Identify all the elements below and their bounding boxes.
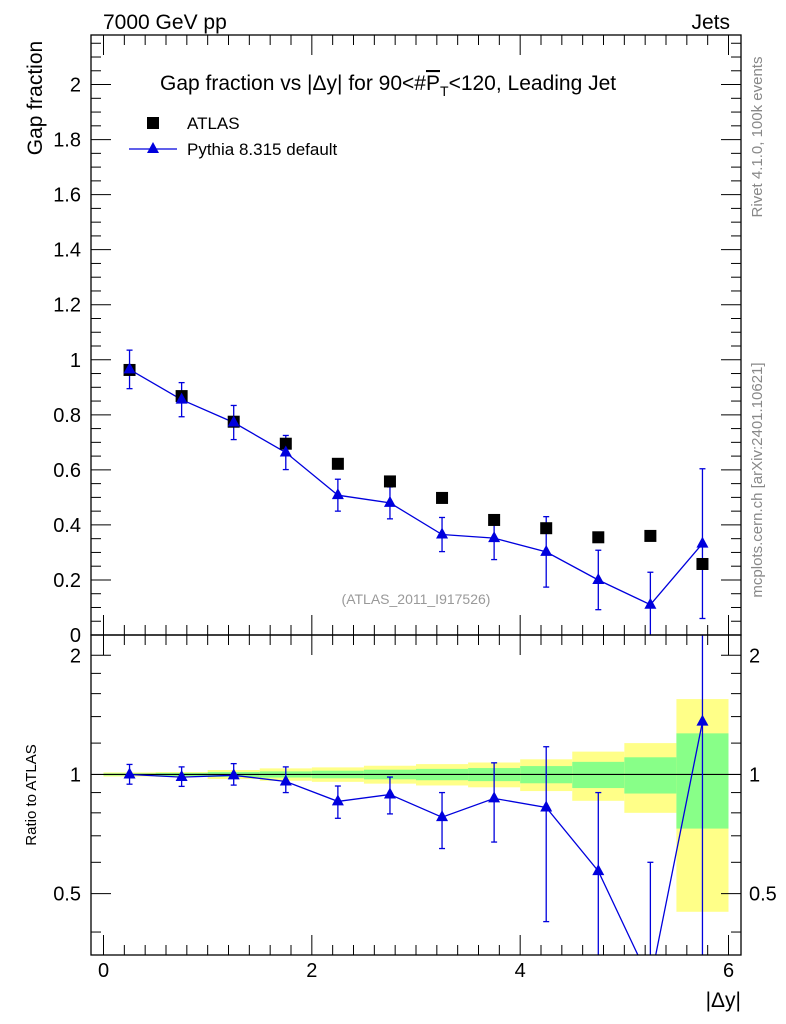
x-tick-label: 6 bbox=[723, 960, 734, 982]
atlas-point bbox=[383, 475, 396, 488]
main-ytick-labels: 0 0.2 0.4 0.6 0.8 1 1.2 1.4 1.6 1.8 2 bbox=[53, 75, 81, 647]
main-ytick-label: 1.2 bbox=[53, 295, 81, 317]
ratio-point bbox=[436, 810, 449, 822]
x-axis-label: |Δy| bbox=[706, 989, 741, 1012]
ratio-point bbox=[331, 794, 344, 806]
legend-atlas-label: ATLAS bbox=[187, 114, 240, 133]
ratio-band-inner bbox=[624, 757, 677, 794]
legend-atlas-marker bbox=[147, 117, 159, 129]
main-ytick-label: 0.2 bbox=[53, 570, 81, 592]
pythia-point bbox=[696, 536, 709, 548]
atlas-point bbox=[488, 513, 501, 526]
main-panel: 0 0.2 0.4 0.6 0.8 1 1.2 1.4 1.6 1.8 2 Gap fraction… bbox=[24, 34, 742, 647]
pythia-point bbox=[644, 597, 657, 609]
ratio-axis-ticks bbox=[91, 635, 741, 955]
atlas-point bbox=[436, 491, 449, 504]
ratio-ytick-label-right: 2 bbox=[749, 645, 760, 667]
main-ytick-label: 1.8 bbox=[53, 130, 81, 152]
ratio-point bbox=[227, 768, 240, 780]
pythia-line bbox=[129, 368, 703, 606]
ratio-line bbox=[129, 721, 704, 955]
main-ytick-label: 1.4 bbox=[53, 240, 81, 262]
atlas-point bbox=[540, 522, 553, 535]
main-ytick-label: 1 bbox=[70, 350, 81, 372]
ratio-point bbox=[696, 714, 709, 726]
pythia-point bbox=[540, 544, 553, 556]
ratio-series-group bbox=[123, 635, 709, 986]
x-tick-label: 4 bbox=[515, 960, 526, 982]
main-series-lines bbox=[129, 368, 703, 606]
legend: ATLAS Pythia 8.315 default bbox=[129, 114, 338, 159]
pythia-point bbox=[227, 415, 240, 427]
ratio-series bbox=[123, 635, 709, 986]
x-tick-label: 0 bbox=[98, 960, 109, 982]
rivet-version-label: Rivet 4.1.0, 100k events bbox=[749, 57, 766, 218]
atlas-point bbox=[644, 529, 657, 542]
atlas-point bbox=[696, 557, 709, 570]
ratio-ytick-label-right: 0.5 bbox=[749, 884, 777, 906]
ratio-ytick-label-right: 1 bbox=[749, 764, 760, 786]
main-ytick-label: 0 bbox=[70, 625, 81, 647]
pythia-point bbox=[123, 362, 136, 374]
atlas-point bbox=[279, 437, 292, 450]
pythia-point bbox=[592, 572, 605, 584]
main-ytick-label: 1.6 bbox=[53, 185, 81, 207]
ratio-panel: 0.5 0.5 1 1 2 2 0 2 4 6 Ratio to ATLAS |Δy| bbox=[23, 634, 777, 1012]
pythia-point bbox=[488, 531, 501, 543]
main-ytick-label: 2 bbox=[70, 75, 81, 97]
ratio-point bbox=[279, 774, 292, 786]
ratio-point bbox=[644, 975, 656, 986]
main-axis-ticks bbox=[91, 35, 741, 636]
ratio-point bbox=[488, 791, 501, 803]
main-ytick-label: 0.4 bbox=[53, 515, 81, 537]
legend-pythia-label: Pythia 8.315 default bbox=[187, 140, 338, 159]
main-chart-title: Gap fraction vs |Δy| for 90<#PT<120, Lea… bbox=[160, 72, 616, 99]
pythia-point bbox=[383, 495, 396, 507]
ratio-point bbox=[540, 800, 553, 812]
main-ytick-label: 0.6 bbox=[53, 460, 81, 482]
ratio-y-axis-label: Ratio to ATLAS bbox=[23, 744, 40, 845]
main-ytick-label: 0.8 bbox=[53, 405, 81, 427]
pythia-point bbox=[279, 445, 292, 457]
ratio-plot-frame bbox=[90, 634, 742, 956]
ratio-point bbox=[383, 787, 396, 799]
process-label: Jets bbox=[691, 11, 730, 34]
energy-label: 7000 GeV pp bbox=[103, 11, 227, 34]
main-series-points bbox=[123, 349, 709, 635]
mcplots-label: mcplots.cern.ch [arXiv:2401.10621] bbox=[749, 362, 766, 597]
pythia-point bbox=[175, 392, 188, 404]
ratio-point bbox=[123, 767, 136, 779]
pythia-point bbox=[436, 527, 449, 539]
ratio-ytick-label-left: 1 bbox=[70, 764, 81, 786]
ratio-ytick-label-left: 2 bbox=[70, 645, 81, 667]
ratio-ytick-label-left: 0.5 bbox=[53, 884, 81, 906]
ratio-point bbox=[592, 864, 605, 876]
analysis-label: (ATLAS_2011_I917526) bbox=[342, 591, 491, 607]
ratio-point bbox=[175, 770, 188, 782]
legend-pythia-marker bbox=[147, 142, 159, 153]
atlas-point bbox=[592, 531, 605, 544]
x-tick-label: 2 bbox=[306, 960, 317, 982]
atlas-point bbox=[331, 457, 344, 470]
ratio-tick-labels: 0.5 0.5 1 1 2 2 0 2 4 6 bbox=[53, 645, 777, 982]
pythia-point bbox=[331, 488, 344, 500]
main-y-axis-label: Gap fraction bbox=[24, 41, 47, 155]
